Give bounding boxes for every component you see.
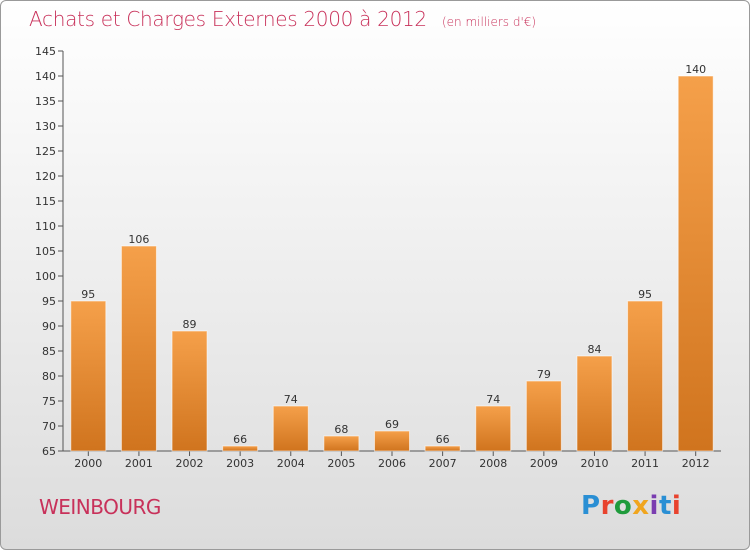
bar-2002 [172,331,208,451]
bar-edge [70,300,107,452]
x-tick-label: 2003 [226,457,254,470]
data-label: 89 [183,318,197,331]
x-tick-label: 2002 [176,457,204,470]
x-tick-label: 2006 [378,457,406,470]
data-label: 140 [685,63,706,76]
commune-name: WEINBOURG [39,495,161,519]
x-tick-label: 2000 [74,457,102,470]
data-label: 95 [81,288,95,301]
bar-edge [120,245,157,452]
bar-2012 [678,76,714,451]
data-label: 106 [128,233,149,246]
bar-2010 [576,356,612,451]
y-tick-label: 75 [42,395,56,408]
y-tick-label: 105 [35,245,56,258]
bar-2004 [273,406,309,451]
data-label: 69 [385,418,399,431]
bar-edge [475,405,512,452]
y-tick-label: 85 [42,345,56,358]
bar-2008 [475,406,511,451]
chart-title-block: Achats et Charges Externes 2000 à 2012 (… [29,7,536,31]
x-tick-label: 2004 [277,457,305,470]
data-label: 68 [334,423,348,436]
data-label: 95 [638,288,652,301]
x-tick-label: 2011 [631,457,659,470]
bar-2005 [323,436,359,451]
bar-edge [677,75,714,452]
chart-axes: 65 70 75 80 85 90 95 100 105 110 115 120 125 130 135 14… [35,45,721,458]
y-tick-label: 115 [35,195,56,208]
proxiti-logo[interactable]: Proxiti [581,491,682,521]
bar-2000 [70,301,106,451]
data-label: 84 [587,343,601,356]
bar-edge [424,445,461,452]
x-tick-label: 2005 [327,457,355,470]
y-tick-label: 135 [35,95,56,108]
x-tick-label: 2012 [682,457,710,470]
y-tick-label: 125 [35,145,56,158]
bar-edge [525,380,562,452]
data-label: 66 [233,433,247,446]
chart-unit: (en milliers d'€) [441,15,537,29]
bar-2009 [526,381,562,451]
y-tick-label: 140 [35,70,56,83]
bar-edge [272,405,309,452]
y-tick-label: 120 [35,170,56,183]
bar-2006 [374,431,410,451]
bar-2007 [425,446,461,451]
x-tick-label: 2009 [530,457,558,470]
y-tick-label: 100 [35,270,56,283]
chart-bars [70,75,714,452]
bar-edge [171,330,208,452]
bar-2003 [222,446,258,451]
data-label: 66 [436,433,450,446]
bar-edge [627,300,664,452]
bar-2001 [121,246,157,451]
y-tick-label: 130 [35,120,56,133]
y-tick-label: 95 [42,295,56,308]
y-tick-label: 90 [42,320,56,333]
chart-labels: 2000 95 2001 106 2002 89 2003 66 2004 74 2005 68 200… [74,63,709,470]
bar-edge [222,445,259,452]
y-tick-label: 145 [35,45,56,58]
bar-edge [323,435,360,452]
y-tick-label: 70 [42,420,56,433]
data-label: 79 [537,368,551,381]
x-tick-label: 2007 [429,457,457,470]
x-tick-label: 2010 [580,457,608,470]
bar-edge [374,430,410,452]
x-tick-label: 2001 [125,457,153,470]
y-tick-label: 80 [42,370,56,383]
data-label: 74 [486,393,500,406]
data-label: 74 [284,393,298,406]
chart-title: Achats et Charges Externes 2000 à 2012 [29,7,427,31]
x-tick-label: 2008 [479,457,507,470]
bar-2011 [627,301,663,451]
y-tick-label: 65 [42,445,56,458]
bar-edge [576,355,613,452]
y-tick-label: 110 [35,220,56,233]
